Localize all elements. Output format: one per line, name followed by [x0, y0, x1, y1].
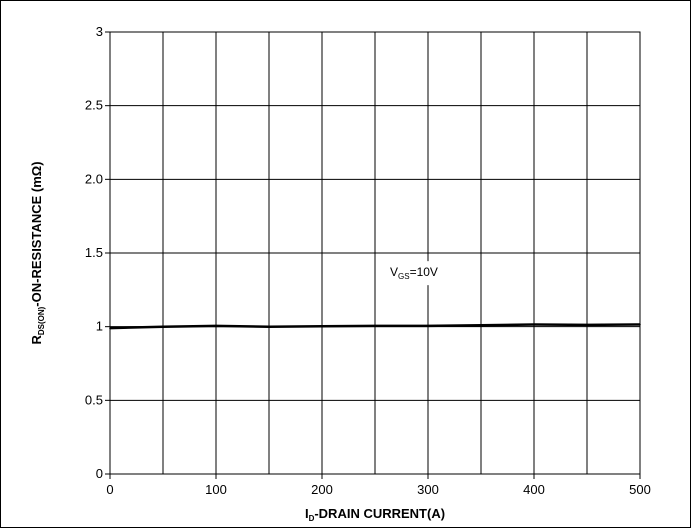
data-point: [215, 325, 217, 327]
annotation-background: [382, 261, 446, 286]
y-tick-label: 2.0: [85, 171, 103, 186]
y-tick-label: 2.5: [85, 98, 103, 113]
grid: [110, 32, 640, 474]
annotation-main: V: [390, 265, 398, 279]
x-tick-label: 500: [629, 482, 651, 497]
annotation-subscript: GS: [398, 272, 410, 281]
y-axis-label-subscript: DS(ON): [37, 306, 46, 335]
annotation-rest: =10V: [410, 265, 438, 279]
data-point: [162, 325, 164, 328]
data-point: [374, 325, 376, 327]
x-tick-label: 0: [106, 482, 113, 497]
data-point: [639, 323, 641, 326]
annotation-label: VGS=10V: [390, 265, 438, 281]
data-point: [268, 325, 270, 328]
x-tick-label: 100: [205, 482, 227, 497]
y-tick-label: 3: [96, 24, 103, 39]
y-tick-label: 1: [96, 319, 103, 334]
x-axis-ticks: 0 100 200 300 400 500: [106, 474, 651, 497]
y-tick-label: 0: [96, 466, 103, 481]
y-tick-label: 1.5: [85, 245, 103, 260]
series-annotation: VGS=10V: [382, 261, 446, 286]
y-axis-label: RDS(ON)-ON-RESISTANCE (mΩ): [29, 161, 46, 344]
x-tick-label: 400: [523, 482, 545, 497]
y-axis-label-main: R: [29, 335, 44, 345]
x-tick-label: 300: [417, 482, 439, 497]
series-layer: [109, 323, 641, 330]
data-point: [480, 324, 482, 326]
y-axis-ticks: 0 0.5 1 1.5 2.0 2.5 3: [85, 24, 110, 481]
x-axis-label-rest: -DRAIN CURRENT(A): [314, 506, 445, 521]
y-tick-label: 0.5: [85, 392, 103, 407]
x-axis-label: ID-DRAIN CURRENT(A): [305, 506, 445, 523]
data-point: [109, 327, 111, 329]
data-point: [427, 325, 429, 327]
data-point: [321, 325, 323, 328]
x-axis-label-main: I: [305, 506, 309, 521]
data-point: [533, 323, 535, 326]
x-axis-label-subscript: D: [309, 514, 315, 523]
x-tick-label: 200: [311, 482, 333, 497]
data-point: [586, 324, 588, 326]
y-axis-label-rest: -ON-RESISTANCE (mΩ): [29, 161, 44, 306]
